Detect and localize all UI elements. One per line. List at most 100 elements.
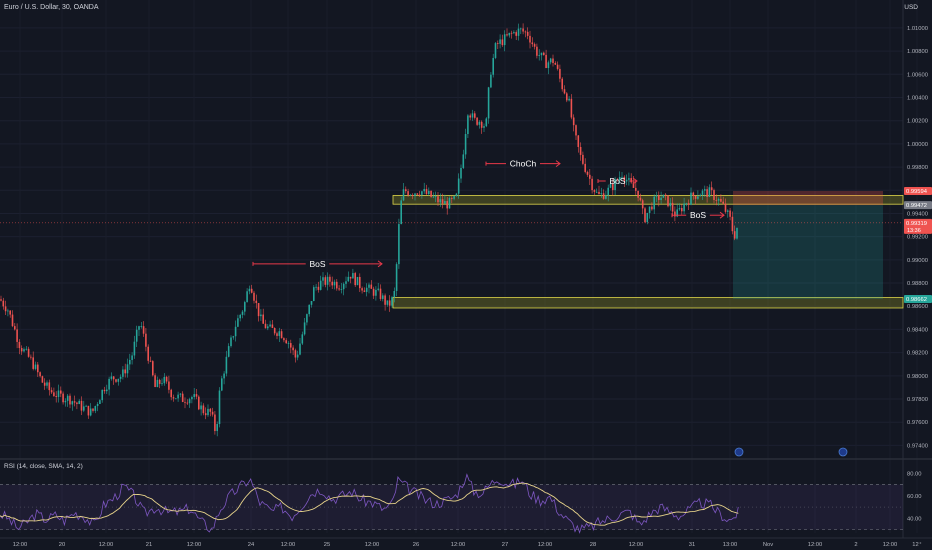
candle-body bbox=[168, 381, 170, 390]
candle-body bbox=[253, 292, 255, 301]
time-tick-label: 12⁺ bbox=[912, 541, 922, 548]
candle-body bbox=[66, 395, 69, 401]
candle-body bbox=[474, 113, 476, 118]
candle-body bbox=[18, 341, 21, 349]
candle-body bbox=[267, 326, 269, 329]
candle-body bbox=[248, 288, 251, 292]
candle-body bbox=[513, 32, 515, 34]
candle-body bbox=[296, 354, 299, 358]
candle-body bbox=[520, 28, 522, 30]
candle-body bbox=[237, 318, 239, 327]
candle-body bbox=[660, 197, 662, 201]
price-tick-label: 1.00400 bbox=[907, 95, 928, 101]
candle-body bbox=[83, 406, 85, 411]
candle-body bbox=[508, 32, 511, 36]
candle-body bbox=[85, 405, 87, 407]
candle-body bbox=[570, 98, 573, 118]
candle-body bbox=[78, 400, 80, 405]
take-profit-area[interactable] bbox=[733, 205, 883, 300]
candle-body bbox=[669, 202, 672, 207]
candle-body bbox=[639, 197, 642, 201]
candle-body bbox=[618, 177, 621, 180]
candle-body bbox=[115, 379, 117, 382]
candle-body bbox=[246, 291, 248, 303]
upper-supply-zone[interactable] bbox=[392, 195, 904, 205]
candle-body bbox=[347, 276, 350, 282]
time-tick-label: 12:00 bbox=[451, 542, 466, 548]
price-label-text: 0.99594 bbox=[906, 189, 928, 195]
rsi-band bbox=[0, 484, 903, 530]
candle-body bbox=[485, 118, 488, 127]
candle-body bbox=[400, 200, 402, 225]
price-tick-label: 1.00200 bbox=[907, 119, 928, 125]
candle-body bbox=[319, 280, 322, 290]
candle-body bbox=[644, 208, 646, 223]
candle-body bbox=[308, 304, 310, 315]
candle-body bbox=[370, 284, 373, 289]
candle-body bbox=[30, 356, 32, 358]
candle-body bbox=[340, 289, 343, 291]
candle-body bbox=[446, 201, 448, 209]
candle-body bbox=[492, 57, 494, 75]
rsi-tick-label: 40.00 bbox=[907, 516, 922, 522]
candle-body bbox=[577, 135, 580, 147]
candle-body bbox=[161, 383, 163, 385]
rsi-tick-label: 60.00 bbox=[907, 494, 922, 500]
candle-body bbox=[299, 343, 301, 355]
candle-body bbox=[720, 198, 722, 202]
candle-body bbox=[37, 364, 39, 373]
candle-body bbox=[218, 390, 221, 425]
time-tick-label: 12:00 bbox=[629, 542, 644, 548]
candle-body bbox=[483, 126, 485, 128]
candle-body bbox=[76, 402, 78, 405]
candle-body bbox=[23, 349, 25, 352]
candle-body bbox=[393, 291, 396, 298]
candle-body bbox=[230, 337, 232, 347]
price-tick-label: 1.00800 bbox=[907, 49, 928, 55]
candle-body bbox=[16, 329, 18, 342]
candle-body bbox=[204, 413, 207, 416]
candle-body bbox=[623, 176, 626, 182]
candle-body bbox=[271, 324, 274, 328]
candle-body bbox=[464, 134, 467, 155]
candle-body bbox=[552, 58, 554, 63]
economic-event-icon[interactable] bbox=[838, 447, 848, 457]
candle-body bbox=[609, 183, 612, 188]
candle-body bbox=[62, 393, 64, 403]
candle-body bbox=[331, 281, 333, 286]
candle-body bbox=[428, 190, 430, 195]
candle-body bbox=[614, 179, 616, 191]
candle-body bbox=[294, 350, 297, 358]
time-tick-label: 21 bbox=[146, 542, 152, 548]
price-axis: 1.01000 1.00800 1.00600 1.00400 1.00200 1.000… bbox=[904, 26, 932, 449]
candle-body bbox=[96, 403, 99, 407]
rsi-title: RSI (14, close, SMA, 14, 2) bbox=[4, 463, 83, 470]
candle-body bbox=[124, 369, 126, 374]
economic-event-icon[interactable] bbox=[734, 447, 744, 457]
candle-body bbox=[430, 190, 432, 197]
candle-body bbox=[423, 188, 425, 192]
stop-loss-area[interactable] bbox=[733, 190, 883, 206]
candle-body bbox=[575, 125, 577, 136]
zones bbox=[392, 195, 904, 309]
candle-body bbox=[163, 376, 166, 384]
lower-demand-zone[interactable] bbox=[392, 297, 904, 309]
candle-body bbox=[664, 194, 667, 196]
price-tick-label: 0.98400 bbox=[907, 327, 928, 333]
candle-body bbox=[506, 34, 508, 36]
candle-body bbox=[635, 187, 637, 191]
candle-body bbox=[232, 336, 235, 338]
candle-body bbox=[262, 314, 264, 324]
candle-body bbox=[313, 287, 315, 302]
time-tick-label: 12:00 bbox=[281, 542, 296, 548]
candle-body bbox=[655, 195, 658, 197]
candle-body bbox=[499, 39, 501, 44]
candle-body bbox=[736, 227, 738, 239]
candle-body bbox=[349, 276, 352, 279]
candle-body bbox=[32, 357, 34, 369]
candle-body bbox=[221, 378, 223, 391]
candle-body bbox=[621, 176, 623, 178]
candle-body bbox=[729, 210, 731, 217]
candle-body bbox=[140, 326, 143, 327]
